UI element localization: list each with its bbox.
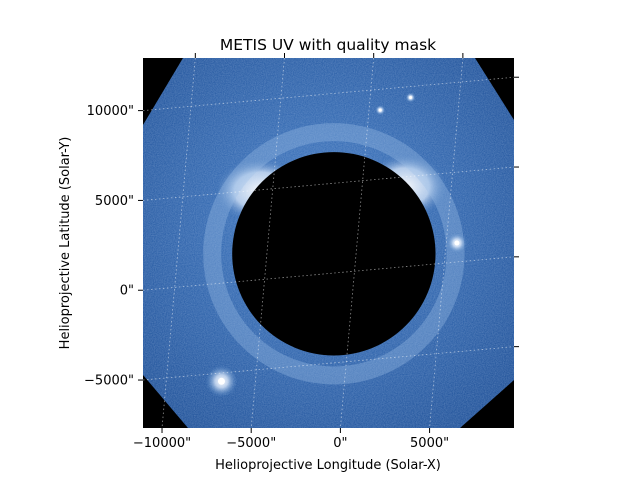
star-core [378,108,382,112]
y-tick-label: 5000" [95,194,134,209]
image-data [143,58,514,428]
x-tick-label: 5000" [410,436,449,451]
star-core [409,96,413,100]
star-core [217,377,225,385]
x-tick-label: −10000" [133,436,191,451]
x-tick-label: 0" [333,436,347,451]
x-tick-label: −5000" [226,436,276,451]
y-tick-label: −5000" [84,374,134,389]
axis-ticks: −10000" −5000" 0" 5000" 10000" 5000" 0" −5000" [84,53,519,451]
x-axis-label: Helioprojective Longitude (Solar-X) [215,458,441,473]
chart-title: METIS UV with quality mask [220,36,436,54]
y-tick-label: 10000" [87,104,134,119]
y-axis-label: Helioprojective Latitude (Solar-Y) [58,137,73,350]
y-tick-label: 0" [120,284,134,299]
occulter-disk [232,152,436,356]
star-core [454,240,460,246]
corona-ring [203,123,465,385]
